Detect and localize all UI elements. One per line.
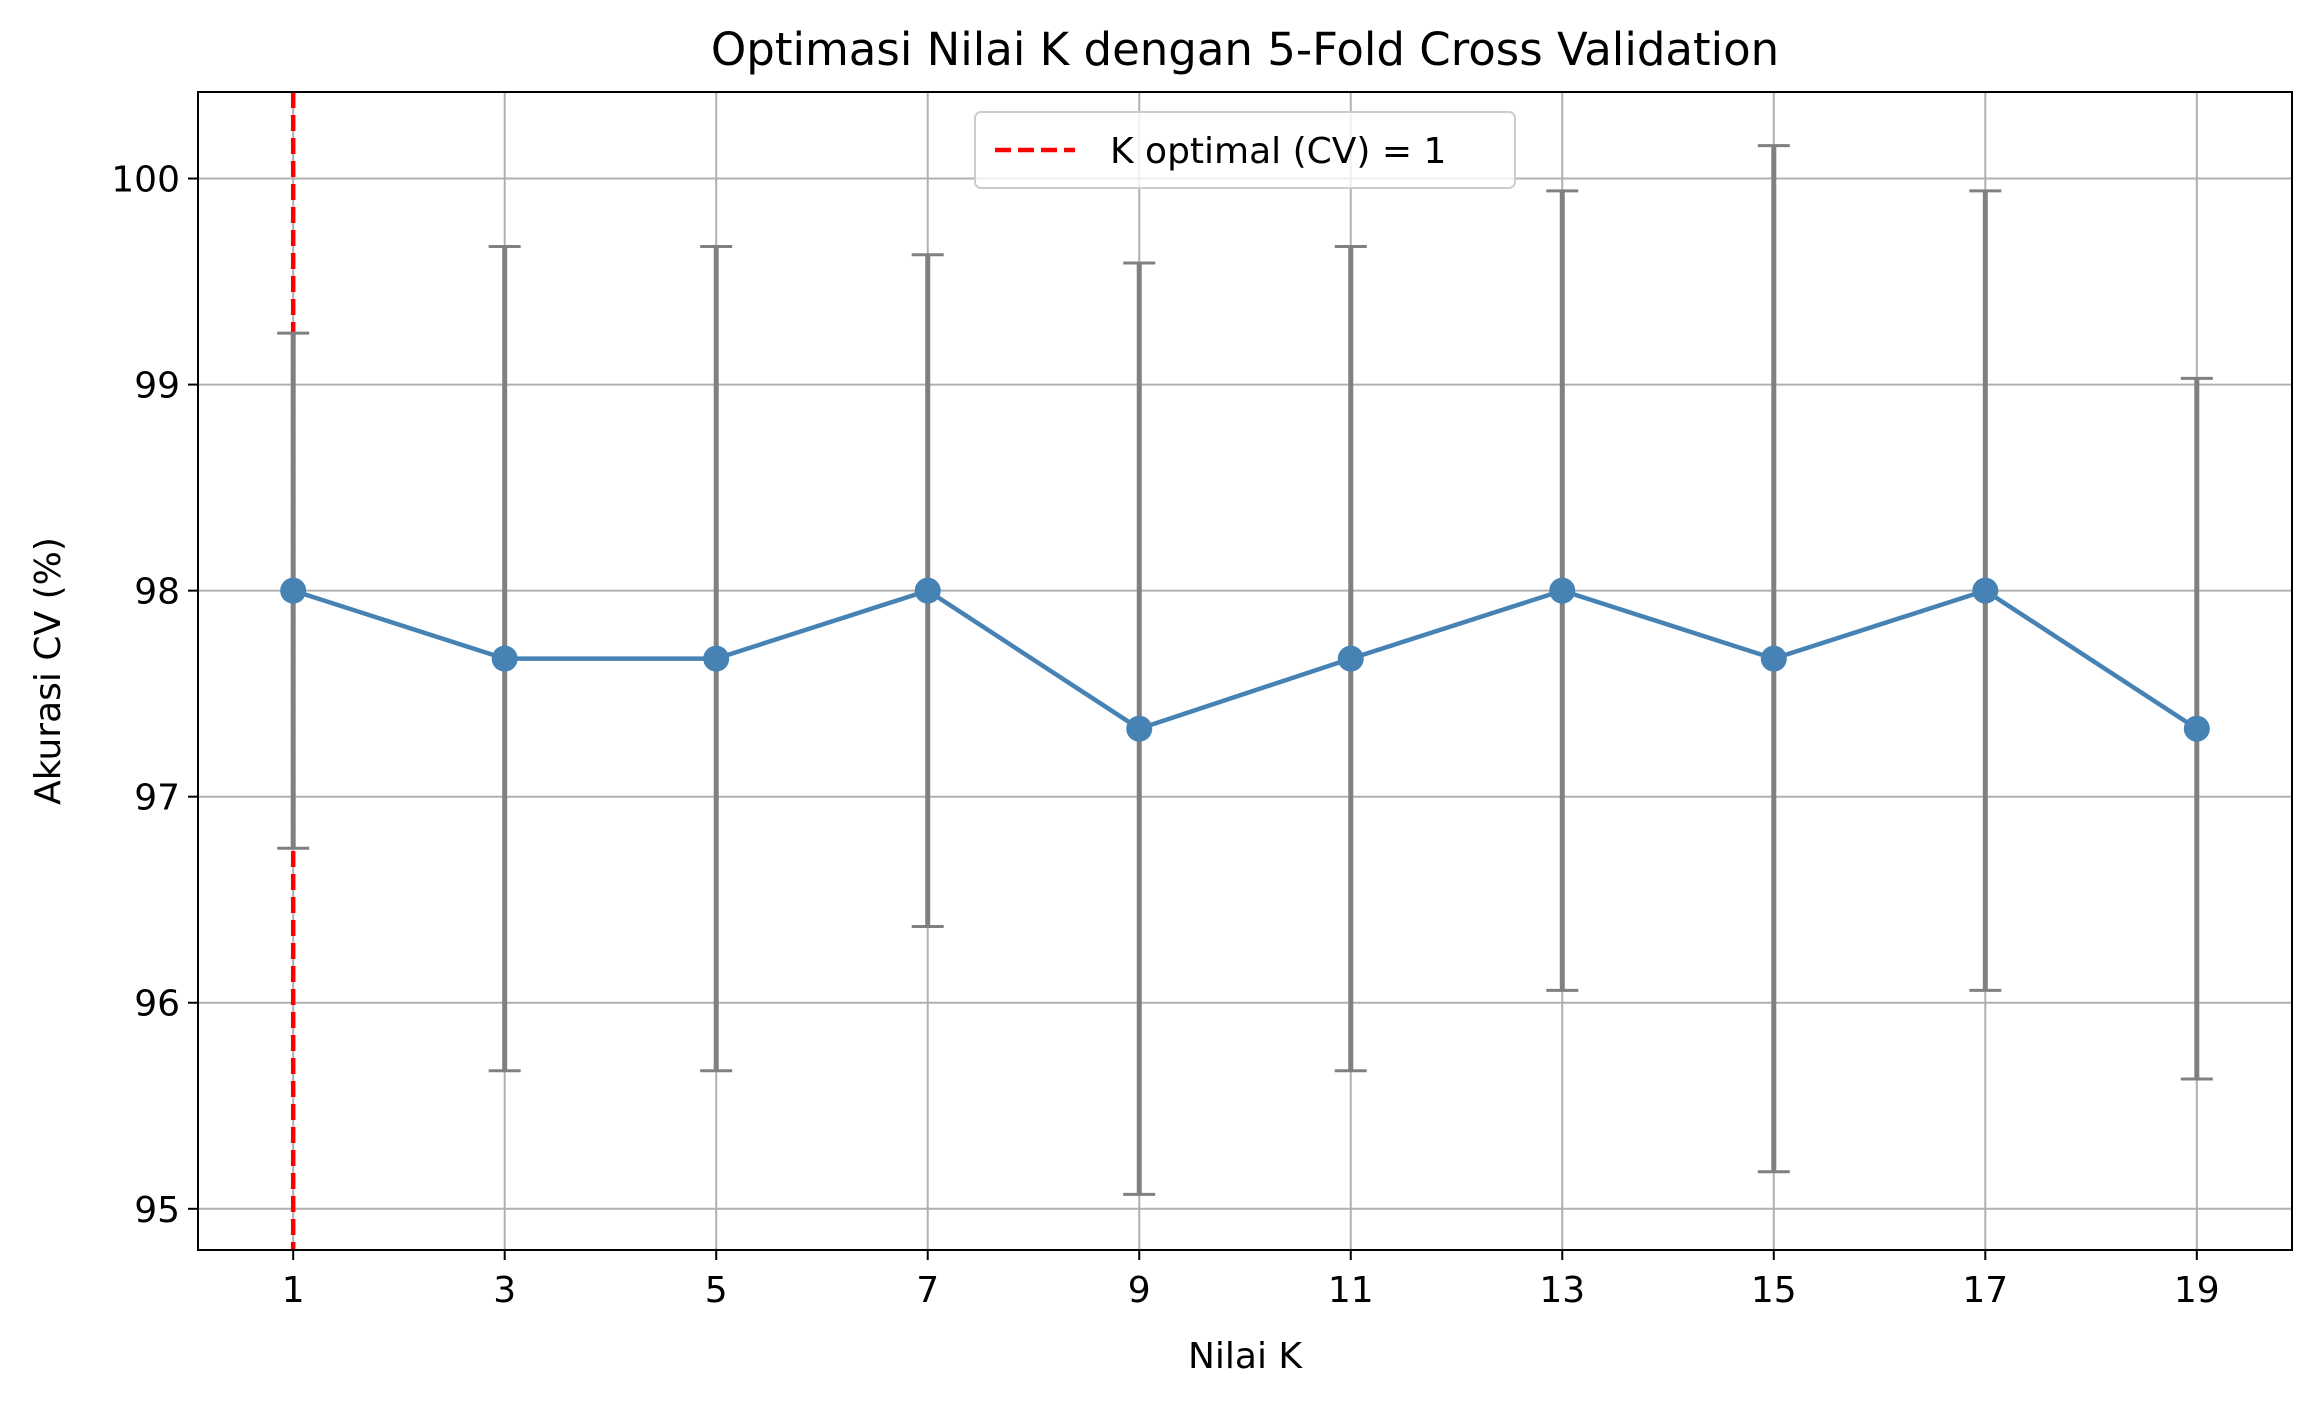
x-tick-label: 11 — [1328, 1270, 1374, 1311]
y-tick-label: 99 — [134, 366, 180, 407]
x-tick-label: 15 — [1751, 1270, 1797, 1311]
x-tick-label: 5 — [705, 1270, 728, 1311]
x-axis-ticks: 1 3 5 7 9 11 13 15 17 19 — [282, 1250, 2220, 1311]
x-tick-label: 1 — [282, 1270, 305, 1311]
plot-frame — [197, 91, 2293, 1251]
data-point — [1126, 715, 1153, 742]
x-tick-label: 7 — [916, 1270, 939, 1311]
data-point — [703, 645, 730, 672]
legend-entry-label: K optimal (CV) = 1 — [1110, 131, 1446, 172]
data-point — [491, 645, 518, 672]
accuracy-series — [280, 577, 2210, 742]
legend: K optimal (CV) = 1 — [974, 111, 1516, 189]
series-line — [292, 588, 2199, 731]
data-point — [1337, 645, 1364, 672]
y-tick-label: 96 — [134, 984, 180, 1025]
y-tick-label: 100 — [111, 160, 180, 201]
x-tick-label: 19 — [2174, 1270, 2220, 1311]
y-axis-ticks: 95 96 97 98 99 100 — [111, 160, 198, 1231]
data-point — [914, 577, 941, 604]
y-tick-label: 98 — [134, 572, 180, 613]
data-point — [1549, 577, 1576, 604]
x-tick-label: 17 — [1962, 1270, 2008, 1311]
data-point — [1760, 645, 1787, 672]
y-tick-label: 97 — [134, 778, 180, 819]
y-axis-label: Akurasi CV (%) — [28, 537, 69, 805]
data-point — [2183, 715, 2210, 742]
chart-title: Optimasi Nilai K dengan 5-Fold Cross Val… — [711, 23, 1779, 76]
data-point — [1972, 577, 1999, 604]
x-tick-label: 3 — [493, 1270, 516, 1311]
x-tick-label: 13 — [1539, 1270, 1585, 1311]
y-tick-label: 95 — [134, 1190, 180, 1231]
x-axis-label: Nilai K — [1188, 1336, 1303, 1377]
x-tick-label: 9 — [1128, 1270, 1151, 1311]
legend-box — [974, 111, 1516, 189]
data-point — [280, 577, 307, 604]
